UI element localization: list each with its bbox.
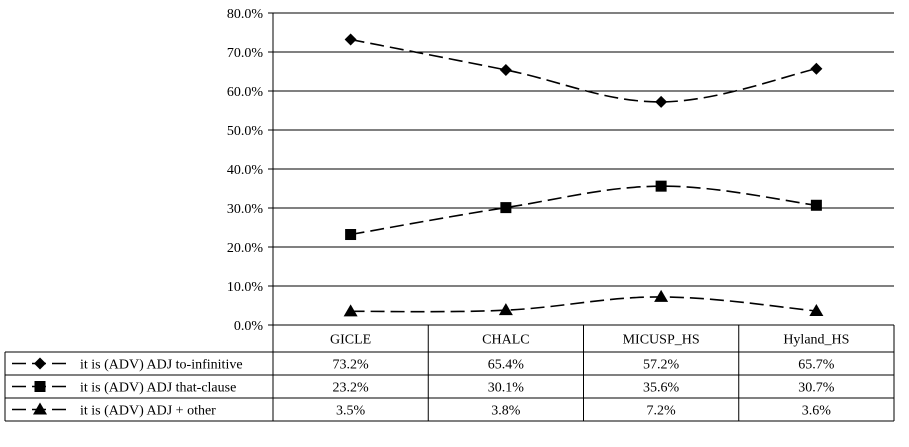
y-tick-label: 20.0%	[227, 241, 264, 256]
y-tick-label: 50.0%	[227, 124, 264, 139]
data-label: 7.2%	[647, 404, 677, 419]
y-axis-ticks: 0.0% 10.0% 20.0% 30.0% 40.0% 50.0% 60.0% 70.0% 8…	[227, 7, 264, 334]
data-point-triangle	[809, 303, 824, 316]
data-label: 3.8%	[491, 404, 521, 419]
data-point-square	[345, 229, 357, 241]
y-tick-label: 60.0%	[227, 85, 264, 100]
data-point-square	[810, 199, 822, 211]
data-point-diamond	[344, 33, 357, 46]
series-line-diamond	[350, 38, 817, 103]
x-category-label: CHALC	[482, 333, 529, 348]
data-point-diamond	[499, 63, 512, 76]
legend-series-name: it is (ADV) ADJ + other	[80, 404, 216, 419]
data-label: 57.2%	[643, 358, 680, 373]
data-point-triangle	[343, 304, 358, 317]
x-category-label: Hyland_HS	[783, 333, 849, 348]
y-tick-label: 0.0%	[234, 319, 264, 334]
legend-series-name: it is (ADV) ADJ to-infinitive	[80, 358, 243, 373]
y-tick-label: 80.0%	[227, 7, 264, 22]
legend-series-name: it is (ADV) ADJ that-clause	[80, 381, 236, 396]
data-point-diamond	[655, 95, 668, 108]
data-label: 65.4%	[488, 358, 525, 373]
x-category-label: GICLE	[330, 333, 371, 348]
gridlines	[268, 12, 894, 326]
data-label: 23.2%	[333, 381, 370, 396]
y-tick-label: 40.0%	[227, 163, 264, 178]
y-tick-label: 30.0%	[227, 202, 264, 217]
series-lines	[343, 33, 824, 317]
x-category-label: MICUSP_HS	[623, 333, 700, 348]
series-line-square	[350, 185, 817, 236]
data-label: 30.1%	[488, 381, 525, 396]
data-label: 30.7%	[798, 381, 835, 396]
data-point-triangle	[654, 289, 669, 302]
data-point-square	[655, 180, 667, 192]
data-label: 3.6%	[802, 404, 832, 419]
data-point-triangle	[498, 303, 513, 316]
y-tick-label: 10.0%	[227, 280, 264, 295]
data-label: 73.2%	[333, 358, 370, 373]
data-point-diamond	[810, 62, 823, 75]
data-point-square	[500, 202, 512, 214]
y-tick-label: 70.0%	[227, 46, 264, 61]
data-label: 65.7%	[798, 358, 835, 373]
data-label: 35.6%	[643, 381, 680, 396]
data-label: 3.5%	[336, 404, 366, 419]
legend-key-square-icon	[34, 381, 46, 392]
legend-key-triangle-icon	[33, 402, 47, 415]
series-line-triangle	[350, 296, 817, 313]
legend-key-diamond-icon	[34, 357, 46, 370]
